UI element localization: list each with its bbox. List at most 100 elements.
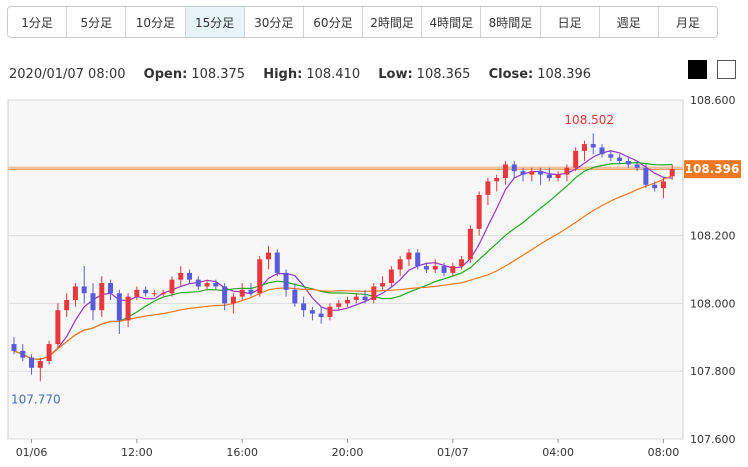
timeframe-tabs: 1分足 5分足 10分足 15分足 30分足 60分足 2時間足 4時間足 8時… [7, 6, 718, 38]
candle-body [423, 266, 429, 270]
candle-body [494, 177, 500, 182]
candle-body [467, 228, 473, 260]
candle-body [29, 357, 35, 368]
x-tick-label: 20:00 [332, 446, 364, 459]
candle-body [581, 144, 587, 151]
candle-body [380, 283, 386, 287]
open-value: 108.375 [191, 67, 246, 82]
candle-body [169, 279, 175, 294]
candle-body [573, 150, 579, 168]
candle-body [388, 269, 394, 284]
candle-body [643, 167, 649, 185]
tab-8hour[interactable]: 8時間足 [481, 7, 541, 37]
candle-body [266, 252, 272, 260]
y-tick-label: 108.000 [690, 297, 736, 310]
candle-body [99, 283, 105, 311]
candle-body [248, 289, 254, 294]
candle-body [397, 259, 403, 270]
candle-body [415, 252, 421, 267]
ohlc-datetime: 2020/01/07 08:00 [9, 67, 126, 82]
low-label: Low: [378, 67, 413, 82]
candle-body [46, 344, 52, 362]
candle-body [529, 171, 535, 175]
candle-body [283, 272, 289, 290]
tab-10min[interactable]: 10分足 [126, 7, 186, 37]
candle-body [301, 303, 307, 311]
tab-15min[interactable]: 15分足 [185, 7, 245, 37]
candle-body [362, 296, 368, 301]
candle-body [353, 296, 359, 301]
candle-body [476, 194, 482, 229]
candle-body [274, 252, 280, 273]
max-price-label: 108.502 [564, 113, 614, 127]
candle-body [406, 252, 412, 260]
candle-body [11, 344, 17, 351]
tab-4hour[interactable]: 4時間足 [422, 7, 482, 37]
ohlc-readout: 2020/01/07 08:00 Open: 108.375 High: 108.4… [9, 67, 591, 82]
candle-body [608, 154, 614, 158]
ma-slow-line [13, 175, 673, 360]
x-tick-label: 01/06 [16, 446, 48, 459]
ma-fast-line [13, 150, 673, 360]
candle-body [669, 169, 675, 177]
current-price-tag [684, 160, 741, 179]
candle-body [64, 300, 70, 311]
tab-30min[interactable]: 30分足 [244, 7, 304, 37]
candle-body [134, 289, 140, 297]
tab-5min[interactable]: 5分足 [67, 7, 127, 37]
close-value: 108.396 [537, 67, 592, 82]
y-tick-label: 107.800 [690, 365, 736, 378]
y-tick-label: 108.200 [690, 230, 736, 243]
candle-body [160, 293, 166, 295]
candle-body [239, 289, 245, 297]
tab-monthly[interactable]: 月足 [658, 7, 717, 37]
current-price-tag-label: 108.396 [685, 162, 740, 176]
candle-body [546, 174, 552, 178]
candle-body [564, 167, 570, 175]
dark-theme-button[interactable] [688, 60, 707, 79]
candle-body [108, 283, 114, 294]
tab-2hour[interactable]: 2時間足 [363, 7, 423, 37]
candle-body [599, 147, 605, 155]
min-price-label: 107.770 [11, 392, 61, 406]
candle-body [116, 293, 122, 321]
candle-body [485, 181, 491, 195]
ma-mid-line [13, 161, 673, 360]
candle-body [652, 184, 658, 189]
candle-body [459, 259, 465, 267]
candle-body [336, 303, 342, 307]
candle-body [204, 283, 210, 287]
candle-body [371, 286, 377, 301]
candle-body [292, 289, 298, 304]
candle-body [72, 286, 78, 301]
x-tick-label: 16:00 [226, 446, 258, 459]
low-value: 108.365 [416, 67, 471, 82]
candle-body [187, 272, 193, 280]
candle-body [213, 283, 219, 287]
candle-body [432, 266, 438, 270]
y-tick-label: 107.600 [690, 433, 736, 446]
candle-body [345, 300, 350, 304]
candle-body [660, 181, 666, 189]
candle-body [502, 164, 508, 178]
light-theme-button[interactable] [717, 60, 736, 79]
tab-daily[interactable]: 日足 [540, 7, 600, 37]
tab-weekly[interactable]: 週足 [599, 7, 659, 37]
candle-body [450, 266, 456, 273]
candle-body [555, 174, 561, 178]
candle-body [590, 144, 596, 148]
candle-body [55, 310, 61, 345]
candle-body [125, 296, 131, 321]
candle-body [20, 350, 26, 358]
candle-body [257, 259, 263, 294]
x-tick-label: 08:00 [648, 446, 680, 459]
candle-body [309, 310, 315, 314]
candle-body [441, 266, 447, 273]
candle-body [195, 279, 201, 287]
candle-body [327, 306, 333, 317]
x-tick-label: 01/07 [437, 446, 469, 459]
candle-body [143, 289, 149, 294]
tab-1min[interactable]: 1分足 [8, 7, 68, 37]
tab-60min[interactable]: 60分足 [303, 7, 364, 37]
candle-body [318, 313, 324, 317]
